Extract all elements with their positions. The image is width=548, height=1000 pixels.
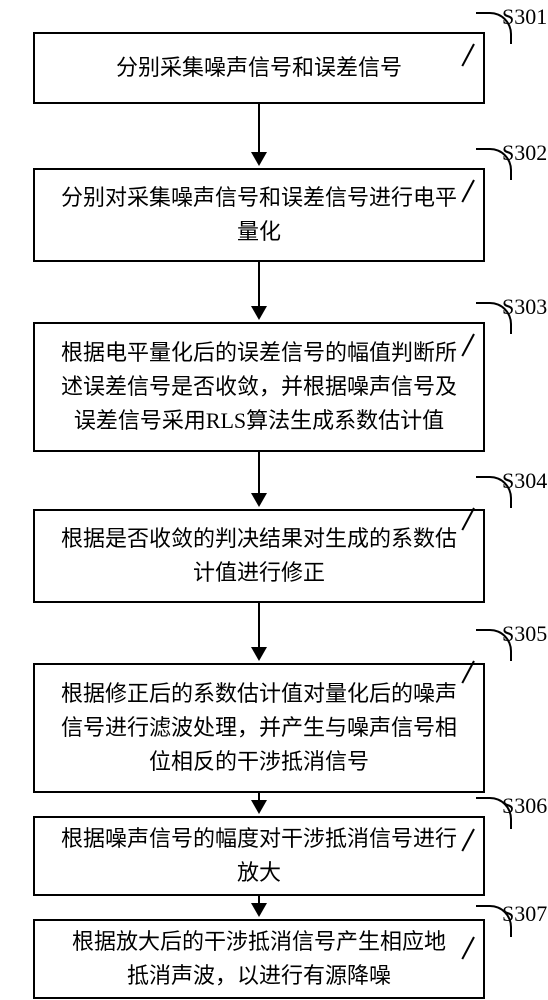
step-label-s302: S302: [502, 140, 547, 166]
step-box-s303: 根据电平量化后的误差信号的幅值判断所述误差信号是否收敛，并根据噪声信号及误差信号…: [33, 322, 485, 452]
arrow-2-3: [258, 262, 260, 318]
step-label-s303: S303: [502, 294, 547, 320]
step-label-s304: S304: [502, 468, 547, 494]
flowchart-container: 分别采集噪声信号和误差信号 分别对采集噪声信号和误差信号进行电平量化 根据电平量…: [0, 0, 548, 1000]
arrow-4-5: [258, 603, 260, 659]
step-text: 根据噪声信号的幅度对干涉抵消信号进行放大: [61, 822, 457, 890]
step-box-s305: 根据修正后的系数估计值对量化后的噪声信号进行滤波处理，并产生与噪声信号相位相反的…: [33, 663, 485, 793]
step-text: 分别采集噪声信号和误差信号: [116, 51, 402, 85]
step-box-s301: 分别采集噪声信号和误差信号: [33, 32, 485, 104]
step-box-s304: 根据是否收敛的判决结果对生成的系数估计值进行修正: [33, 509, 485, 603]
arrow-1-2: [258, 104, 260, 164]
step-text: 分别对采集噪声信号和误差信号进行电平量化: [61, 181, 457, 249]
arrow-5-6: [258, 793, 260, 812]
step-text: 根据是否收敛的判决结果对生成的系数估计值进行修正: [61, 522, 457, 590]
step-text: 根据修正后的系数估计值对量化后的噪声信号进行滤波处理，并产生与噪声信号相位相反的…: [61, 677, 457, 779]
arrow-6-7: [258, 896, 260, 915]
step-label-s301: S301: [502, 4, 547, 30]
step-label-s305: S305: [502, 621, 547, 647]
step-box-s302: 分别对采集噪声信号和误差信号进行电平量化: [33, 168, 485, 262]
step-box-s307: 根据放大后的干涉抵消信号产生相应地抵消声波，以进行有源降噪: [33, 919, 485, 999]
step-box-s306: 根据噪声信号的幅度对干涉抵消信号进行放大: [33, 816, 485, 896]
step-text: 根据放大后的干涉抵消信号产生相应地抵消声波，以进行有源降噪: [72, 925, 446, 993]
step-label-s306: S306: [502, 793, 547, 819]
arrow-3-4: [258, 452, 260, 505]
step-label-s307: S307: [502, 901, 547, 927]
step-text: 根据电平量化后的误差信号的幅值判断所述误差信号是否收敛，并根据噪声信号及误差信号…: [61, 336, 457, 438]
